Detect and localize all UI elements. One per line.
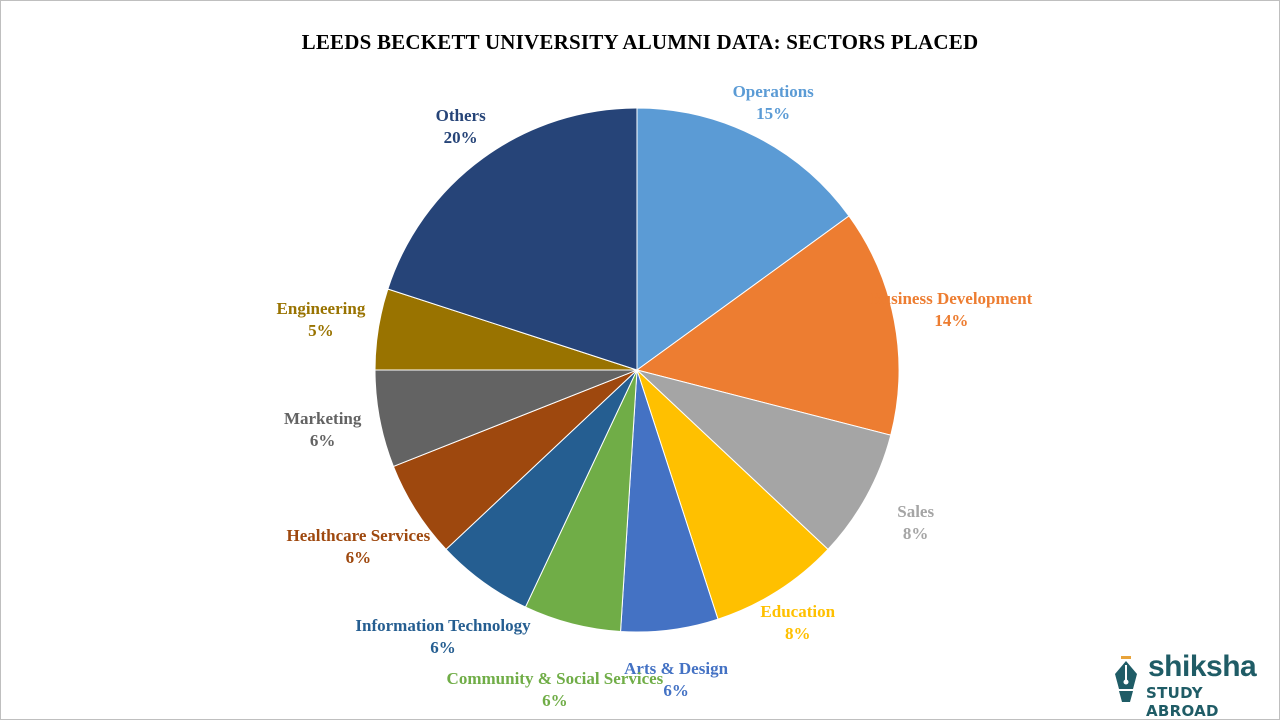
logo-name: shiksha: [1148, 650, 1257, 683]
data-label: Community & Social Services 6%: [447, 668, 664, 712]
data-label-value: 6%: [542, 690, 568, 710]
data-label-name: Marketing: [283, 408, 362, 428]
data-label: Engineering 5%: [277, 298, 366, 342]
pie-slice-operations: [636, 107, 850, 371]
pie-slice-sales: [636, 369, 892, 551]
data-label: Arts & Design 6%: [624, 658, 728, 702]
data-label-name: Arts & Design: [624, 658, 729, 678]
data-label: Operations 15%: [733, 81, 814, 125]
data-label-name: Others: [435, 106, 486, 126]
data-label-name: Healthcare Services: [286, 525, 431, 545]
data-label: Education 8%: [760, 601, 835, 645]
logo-subtitle: STUDY ABROAD: [1146, 684, 1219, 720]
data-label-name: Community & Social Services: [446, 668, 664, 688]
data-label-name: Sales: [897, 502, 935, 522]
data-label-value: 5%: [308, 320, 334, 340]
data-label: Information Technology 6%: [355, 615, 530, 659]
data-label-value: 6%: [430, 637, 456, 657]
pie-slice-others: [387, 107, 638, 371]
data-label-name: Information Technology: [355, 615, 531, 635]
data-label-value: 8%: [784, 624, 811, 644]
data-label: Sales 8%: [897, 501, 934, 545]
data-label-name: Business Development: [870, 289, 1033, 309]
data-label-value: 20%: [443, 128, 478, 148]
chart-title: LEEDS BECKETT UNIVERSITY ALUMNI DATA: SE…: [301, 30, 979, 54]
data-label: Healthcare Services 6%: [287, 525, 431, 569]
data-label-value: 6%: [663, 680, 689, 700]
pie-slice-business-development: [635, 215, 900, 436]
data-label-value: 6%: [309, 430, 336, 450]
data-label-value: 14%: [934, 311, 969, 331]
data-label-name: Operations: [732, 81, 814, 101]
pen-nib-icon: [1115, 656, 1137, 702]
shiksha-logo: shiksha STUDY ABROAD: [1110, 650, 1260, 720]
data-label: Business Development 14%: [870, 288, 1032, 332]
data-label-value: 8%: [902, 524, 929, 544]
data-label-value: 15%: [756, 103, 791, 123]
pie-slice-education: [636, 369, 829, 620]
data-label-name: Engineering: [276, 298, 366, 318]
data-label: Marketing 6%: [284, 408, 361, 452]
data-label: Others 20%: [436, 105, 486, 149]
data-label-value: 6%: [345, 547, 372, 567]
data-label-name: Education: [760, 602, 836, 622]
